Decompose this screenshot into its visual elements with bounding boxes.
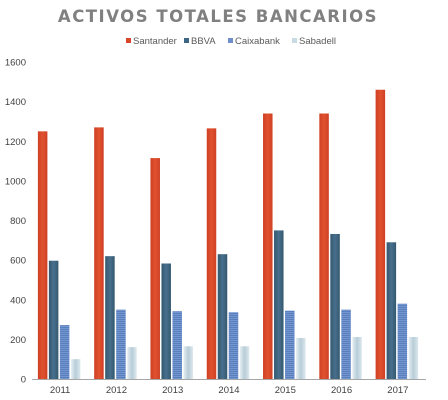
- bar-sabadell-2011: [70, 359, 81, 379]
- bar-bbva-2012: [105, 256, 115, 379]
- legend-label: Santander: [133, 36, 177, 47]
- bar-bbva-2011: [48, 260, 59, 379]
- bars: [37, 89, 419, 380]
- legend-swatch: [228, 38, 233, 43]
- bar-santander-2013: [150, 158, 160, 379]
- bar-caixabank-2012: [116, 309, 126, 379]
- legend-item-santander: Santander: [126, 36, 177, 47]
- y-tick-label: 200: [10, 335, 26, 346]
- bar-sabadell-2014: [239, 346, 250, 379]
- bar-santander-2011: [37, 131, 48, 379]
- legend-item-caixabank: Caixabank: [228, 36, 280, 47]
- legend-label: BBVA: [191, 36, 216, 47]
- x-axis: 2011 2012 2013 2014 2015 2016 2017: [32, 379, 426, 396]
- bar-bbva-2016: [330, 233, 340, 379]
- bar-santander-2014: [206, 128, 217, 379]
- bar-caixabank-2017: [397, 303, 408, 379]
- y-tick-label: 1400: [5, 97, 26, 108]
- bar-bbva-2015: [274, 230, 284, 379]
- bar-sabadell-2017: [408, 337, 419, 379]
- legend-item-sabadell: Sabadell: [292, 36, 336, 47]
- bar-sabadell-2013: [183, 346, 193, 379]
- legend-swatch: [292, 38, 297, 43]
- bar-sabadell-2012: [127, 347, 137, 379]
- bar-santander-2016: [319, 113, 329, 379]
- x-tick-label: 2014: [218, 385, 239, 396]
- bar-santander-2017: [375, 89, 386, 380]
- bar-sabadell-2015: [296, 337, 306, 379]
- y-tick-label: 400: [10, 295, 26, 306]
- x-tick-label: 2013: [162, 385, 183, 396]
- legend-swatch: [126, 38, 131, 43]
- y-tick-label: 1600: [5, 58, 26, 69]
- bar-santander-2012: [94, 127, 104, 379]
- y-tick-label: 1200: [5, 137, 26, 148]
- y-tick-label: 800: [10, 216, 26, 227]
- y-axis: 0 200 400 600 800 1000 1200 1400 1600: [5, 58, 26, 386]
- bar-bbva-2017: [386, 242, 397, 379]
- y-tick-label: 1000: [5, 176, 26, 187]
- bar-caixabank-2014: [228, 312, 239, 379]
- bar-santander-2015: [263, 113, 273, 379]
- legend-swatch: [184, 38, 189, 43]
- x-tick-label: 2011: [50, 385, 70, 396]
- y-tick-label: 600: [10, 256, 26, 267]
- bar-sabadell-2016: [352, 337, 362, 379]
- legend: Santander BBVA Caixabank Sabadell: [126, 36, 336, 47]
- bar-caixabank-2011: [59, 325, 70, 379]
- bar-bbva-2013: [161, 263, 171, 379]
- bar-caixabank-2016: [341, 309, 351, 379]
- y-tick-label: 0: [21, 375, 26, 386]
- x-tick-label: 2016: [331, 385, 352, 396]
- legend-label: Sabadell: [299, 36, 336, 47]
- legend-item-bbva: BBVA: [184, 36, 216, 47]
- chart-title: ACTIVOS TOTALES BANCARIOS: [58, 7, 378, 26]
- x-tick-label: 2017: [387, 385, 408, 396]
- bar-caixabank-2015: [285, 310, 295, 379]
- bar-bbva-2014: [217, 254, 228, 379]
- x-tick-label: 2012: [106, 385, 127, 396]
- legend-label: Caixabank: [235, 36, 280, 47]
- bar-caixabank-2013: [172, 311, 182, 379]
- x-tick-label: 2015: [275, 385, 296, 396]
